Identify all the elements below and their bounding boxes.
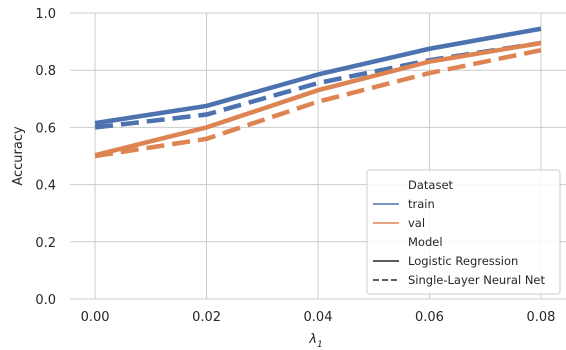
- y-tick-label: 1.0: [35, 7, 56, 22]
- x-tick-label: 0.02: [192, 310, 221, 325]
- legend-label-logistic-regression: Logistic Regression: [408, 254, 518, 268]
- x-tick-label: 0.06: [415, 310, 444, 325]
- legend-label-train: train: [408, 197, 435, 211]
- x-axis-label-subscript: 1: [317, 340, 323, 350]
- x-axis-label: λ1: [308, 332, 322, 350]
- legend-label-val: val: [408, 216, 425, 230]
- x-tick-label: 0.08: [526, 310, 555, 325]
- legend-model-title: Model: [408, 235, 443, 249]
- y-tick-label: 0.4: [35, 179, 56, 194]
- series-line-val-logistic-regression: [94, 40, 542, 158]
- x-axis-label-main: λ: [308, 332, 317, 347]
- legend: Dataset train val Model Logistic Regress…: [366, 169, 561, 295]
- x-tick-label: 0.04: [304, 310, 333, 325]
- y-tick-label: 0.2: [35, 236, 56, 251]
- y-tick-label: 0.6: [35, 121, 56, 136]
- legend-dataset-title: Dataset: [408, 178, 454, 192]
- y-tick-label: 0.8: [35, 64, 56, 79]
- series-lines: [94, 26, 542, 159]
- legend-label-single-layer-neural-net: Single-Layer Neural Net: [408, 273, 545, 287]
- y-tick-label: 0.0: [35, 293, 56, 308]
- y-axis-label: Accuracy: [11, 126, 26, 186]
- series-line-train-logistic-regression: [94, 26, 542, 126]
- legend-box: [366, 169, 561, 295]
- tick-labels: 0.0 0.2 0.4 0.6 0.8 1.0 0.00 0.02 0.04 0.06 0.08: [35, 7, 555, 325]
- x-tick-label: 0.00: [81, 310, 110, 325]
